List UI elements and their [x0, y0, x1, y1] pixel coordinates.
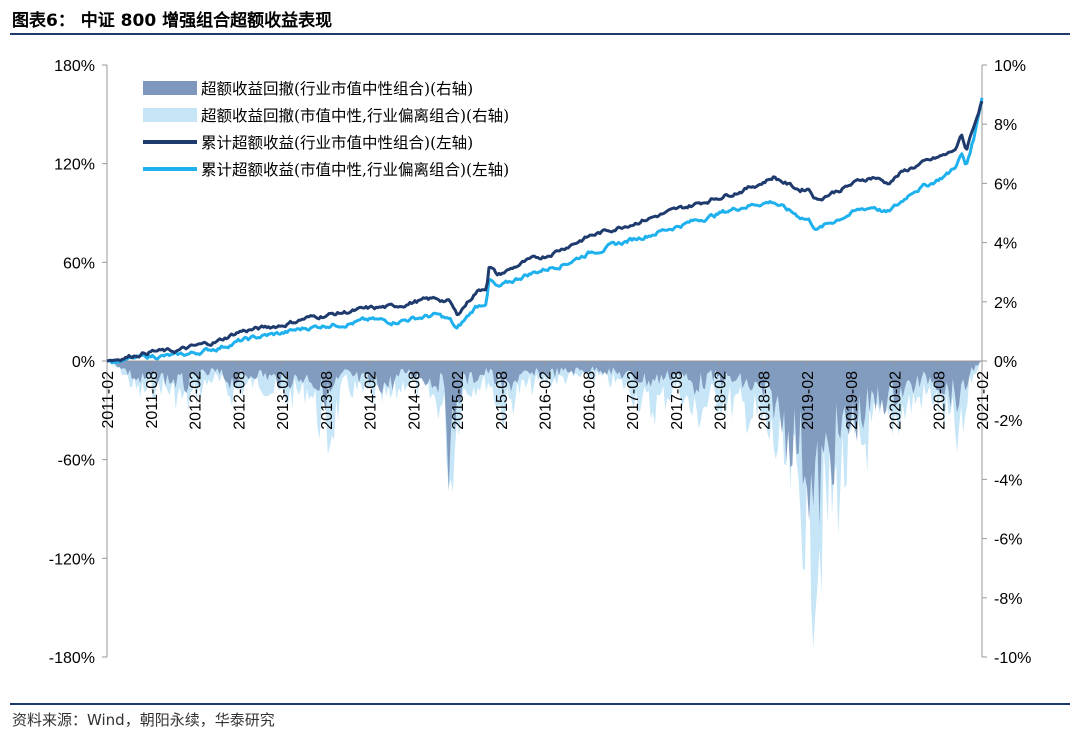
x-tick-label: 2013-02 — [275, 371, 292, 430]
x-tick-label: 2016-08 — [581, 371, 598, 430]
legend-item-drawdown-industry-neutral: 超额收益回撤(行业市值中性组合)(右轴) — [143, 74, 509, 101]
right-tick-label: 10% — [994, 58, 1026, 75]
legend: 超额收益回撤(行业市值中性组合)(右轴) 超额收益回撤(市值中性,行业偏离组合)… — [143, 74, 509, 182]
legend-swatch — [143, 107, 197, 122]
x-tick-label: 2020-08 — [931, 371, 948, 430]
left-tick-label: 60% — [63, 255, 95, 272]
left-tick-label: -120% — [49, 551, 95, 568]
x-tick-label: 2021-02 — [975, 371, 992, 430]
left-tick-label: 180% — [54, 58, 95, 75]
x-tick-label: 2011-02 — [100, 371, 117, 429]
title-rule — [10, 33, 1070, 35]
legend-swatch — [143, 139, 197, 144]
legend-label: 超额收益回撤(市值中性,行业偏离组合)(右轴) — [201, 106, 510, 125]
right-tick-label: -8% — [994, 591, 1022, 608]
x-tick-label: 2015-08 — [494, 371, 511, 430]
legend-swatch — [143, 80, 197, 95]
series-line-cum-industry-neutral — [106, 100, 984, 363]
legend-label: 超额收益回撤(行业市值中性组合)(右轴) — [201, 79, 474, 98]
x-tick-label: 2017-02 — [625, 371, 642, 430]
legend-item-cum-mcap-neutral: 累计超额收益(市值中性,行业偏离组合)(左轴) — [143, 155, 509, 182]
drawdown-area-industry-neutral — [107, 361, 982, 528]
x-tick-label: 2013-08 — [319, 371, 336, 430]
legend-item-drawdown-mcap-neutral: 超额收益回撤(市值中性,行业偏离组合)(右轴) — [143, 101, 509, 128]
x-tick-label: 2020-02 — [888, 371, 905, 430]
x-tick-label: 2019-02 — [800, 371, 817, 430]
right-tick-label: 4% — [994, 236, 1017, 253]
legend-label: 累计超额收益(行业市值中性组合)(左轴) — [201, 133, 474, 152]
x-tick-label: 2018-02 — [713, 371, 730, 430]
cumulative-lines — [106, 97, 984, 365]
x-tick-label: 2012-02 — [188, 371, 205, 430]
footer-rule — [10, 703, 1070, 705]
right-tick-label: 0% — [994, 354, 1017, 371]
x-tick-label: 2018-08 — [756, 371, 773, 430]
x-tick-label: 2011-08 — [144, 371, 161, 429]
right-tick-label: -4% — [994, 472, 1022, 489]
right-tick-label: -10% — [994, 650, 1031, 667]
x-tick-label: 2014-02 — [363, 371, 380, 430]
x-tick-label: 2012-08 — [231, 371, 248, 430]
right-tick-label: 8% — [994, 117, 1017, 134]
left-tick-label: 120% — [54, 157, 95, 174]
right-tick-label: -2% — [994, 413, 1022, 430]
x-tick-label: 2016-02 — [538, 371, 555, 430]
left-tick-label: -60% — [58, 453, 95, 470]
left-tick-label: -180% — [49, 650, 95, 667]
x-tick-label: 2015-02 — [450, 371, 467, 430]
drawdown-areas — [107, 361, 982, 649]
x-tick-label: 2019-08 — [844, 371, 861, 430]
right-tick-label: 2% — [994, 295, 1017, 312]
legend-swatch — [143, 166, 197, 171]
legend-item-cum-industry-neutral: 累计超额收益(行业市值中性组合)(左轴) — [143, 128, 509, 155]
x-tick-label: 2017-08 — [669, 371, 686, 430]
right-tick-label: -6% — [994, 532, 1022, 549]
x-tick-label: 2014-08 — [406, 371, 423, 430]
legend-label: 累计超额收益(市值中性,行业偏离组合)(左轴) — [201, 160, 510, 179]
left-tick-label: 0% — [72, 354, 95, 371]
series-line-cum-mcap-neutral — [106, 97, 984, 365]
source-note: 资料来源：Wind，朝阳永续，华泰研究 — [12, 711, 275, 729]
figure-title: 图表6： 中证 800 增强组合超额收益表现 — [12, 11, 333, 31]
axes: 180% 120% 60% 0% -60% -120% -180% 10% 8% 6% 4% 2% 0%… — [49, 58, 1032, 667]
right-tick-label: 6% — [994, 176, 1017, 193]
